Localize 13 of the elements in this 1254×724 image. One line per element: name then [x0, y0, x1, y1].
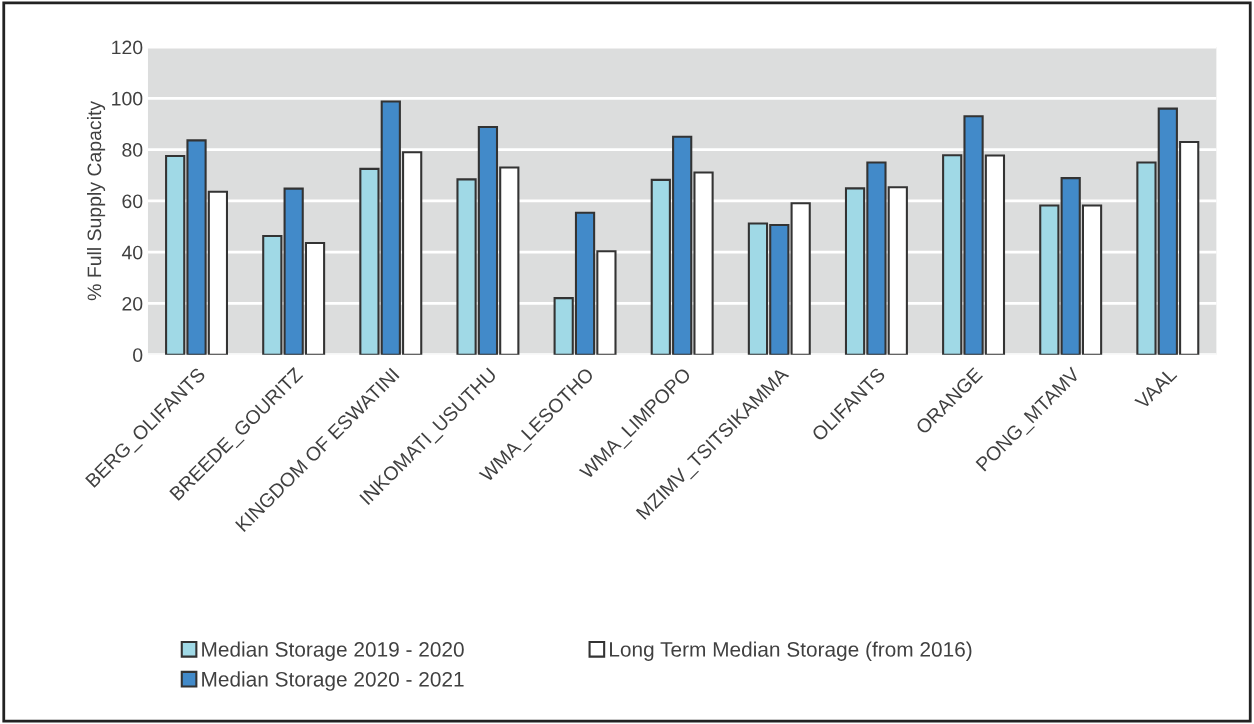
bar	[262, 235, 283, 355]
y-tick-label: 40	[121, 245, 143, 260]
y-tick-label: 0	[133, 348, 143, 362]
y-tick-label: 20	[122, 296, 143, 311]
y-tick-label: 60	[122, 194, 143, 209]
y-tick-label: 100	[112, 91, 143, 106]
legend-label: Median Storage 2019 - 2020	[202, 641, 464, 661]
y-axis-title: % Full Supply Capacity	[86, 100, 106, 301]
y-tick-label: 80	[122, 143, 143, 157]
y-tick-label: 120	[112, 40, 143, 55]
legend-label: Median Storage 2020 - 2021	[202, 671, 464, 691]
bar	[1039, 204, 1060, 355]
legend-label: Long Term Median Storage (from 2016)	[610, 641, 972, 661]
